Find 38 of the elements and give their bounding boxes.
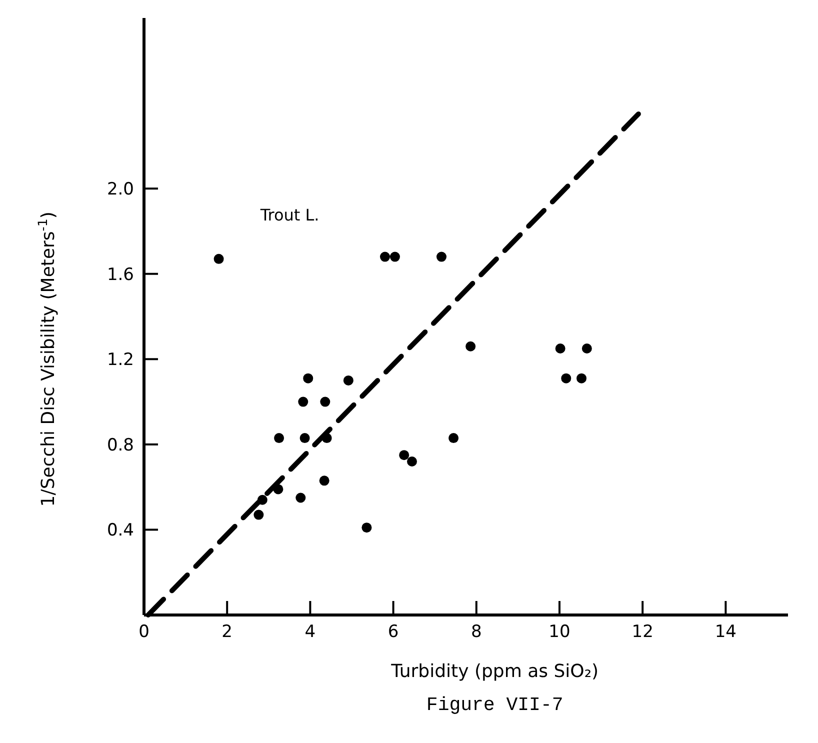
point: [555, 343, 566, 354]
point: [343, 375, 354, 386]
point: [436, 252, 446, 262]
annotation: Trout L.: [259, 206, 320, 225]
y-tick-label: 2.0: [106, 180, 134, 200]
point: [362, 522, 372, 533]
point: [466, 341, 476, 352]
point: [561, 373, 572, 384]
point: [399, 450, 410, 460]
text: Figure VII-7: [426, 694, 564, 716]
point: [319, 476, 330, 486]
point: [296, 492, 306, 503]
x-axis-title: Turbidity (ppm as SiO₂): [390, 661, 599, 682]
point: [300, 433, 310, 444]
point: [214, 254, 224, 264]
x-tick-label: 12: [632, 622, 654, 642]
y-tick-label: 1.6: [106, 264, 134, 285]
point: [406, 456, 417, 466]
point: [254, 510, 264, 520]
x-tick-label: 6: [388, 622, 399, 642]
point: [576, 373, 587, 384]
point: [274, 433, 284, 444]
x-tick-label: 14: [714, 622, 736, 642]
point: [303, 373, 314, 384]
x-tick-label: 8: [470, 622, 482, 642]
x-tick-label: 2: [222, 622, 233, 642]
point: [380, 252, 390, 262]
point: [582, 343, 592, 354]
x-tick-label: 10: [548, 622, 570, 642]
y-tick-label: 0.8: [106, 435, 134, 456]
y-tick-label: 0.4: [106, 520, 134, 541]
x-tick-label: 4: [304, 622, 316, 642]
point: [320, 396, 330, 407]
point: [298, 396, 308, 407]
y-tick-label: 1.2: [106, 350, 134, 370]
point: [448, 433, 459, 444]
point: [390, 252, 400, 262]
x-tick-label: 0: [138, 622, 150, 642]
